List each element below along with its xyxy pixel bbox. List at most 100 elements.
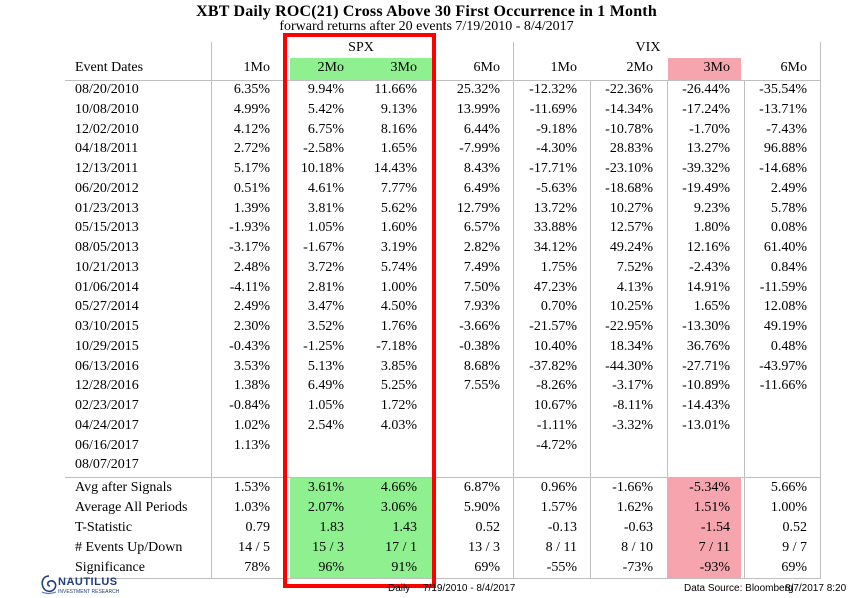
cell-spx-3mo: 91% <box>391 560 417 575</box>
cell-spx-6mo: 7.50% <box>463 279 500 295</box>
cell-spx-1mo: 1.39% <box>233 200 270 216</box>
cell-vix-2mo: 10.25% <box>609 299 653 315</box>
cell-vix-2mo: -18.68% <box>605 180 653 196</box>
vix-group-header: VIX <box>635 40 661 55</box>
cell-vix-6mo: 49.19% <box>763 319 807 334</box>
footer-daily: Daily <box>388 583 411 594</box>
cell-vix-6mo: 5.66% <box>770 480 807 495</box>
cell-spx-3mo: 3.19% <box>380 240 417 255</box>
event-date: 01/23/2013 <box>75 200 139 216</box>
cell-vix-2mo: 12.57% <box>609 220 653 236</box>
cell-vix-2mo: -23.10% <box>605 161 653 176</box>
cell-vix-2mo: -3.32% <box>612 417 653 433</box>
grid-line <box>211 42 212 578</box>
cell-spx-1mo: -0.84% <box>229 398 270 413</box>
cell-vix-1mo: 10.40% <box>533 338 577 354</box>
cell-spx-3mo: 14.43% <box>373 161 417 176</box>
cell-vix-1mo: -4.30% <box>536 141 577 157</box>
cell-spx-2mo: 10.18% <box>300 161 344 176</box>
cell-spx-2mo: 3.72% <box>307 259 344 275</box>
event-date: 12/02/2010 <box>75 121 139 137</box>
report-title: XBT Daily ROC(21) Cross Above 30 First O… <box>196 3 657 20</box>
cell-spx-6mo: 13 / 3 <box>468 540 500 555</box>
cell-vix-2mo: 10.27% <box>609 200 653 216</box>
cell-vix-6mo: 0.52 <box>782 520 808 535</box>
grid-line <box>65 80 821 81</box>
cell-spx-3mo: 1.43 <box>392 520 418 535</box>
footer-timestamp: 8/7/2017 8:20 <box>785 583 847 594</box>
event-date: 12/28/2016 <box>75 378 139 394</box>
col-header-event-dates: Event Dates <box>75 60 144 75</box>
cell-spx-6mo: 8.43% <box>463 161 500 176</box>
cell-spx-3mo: 1.76% <box>380 319 417 334</box>
cell-vix-6mo: 12.08% <box>763 299 807 315</box>
cell-spx-2mo: 2.54% <box>307 417 344 433</box>
cell-vix-2mo: 18.34% <box>609 338 653 354</box>
cell-spx-2mo: 6.49% <box>307 378 344 394</box>
cell-vix-3mo: -13.30% <box>682 319 730 334</box>
cell-spx-3mo: 5.62% <box>380 200 417 216</box>
cell-spx-1mo: 1.02% <box>233 417 270 433</box>
stat-label: Significance <box>75 560 145 575</box>
cell-vix-3mo: -10.89% <box>682 378 730 394</box>
cell-vix-1mo: -12.32% <box>529 82 577 97</box>
grid-line <box>513 42 514 578</box>
cell-spx-2mo: 6.75% <box>307 121 344 137</box>
cell-vix-6mo: -7.43% <box>766 121 807 137</box>
cell-vix-1mo: -0.13 <box>547 520 577 535</box>
cell-spx-2mo: 1.05% <box>307 398 344 413</box>
cell-spx-2mo: 9.94% <box>307 82 344 97</box>
cell-vix-3mo: -1.70% <box>689 121 730 137</box>
cell-spx-3mo: 7.77% <box>380 180 417 196</box>
cell-vix-1mo: 10.67% <box>533 398 577 413</box>
grid-line <box>820 42 821 578</box>
cell-vix-6mo: 0.84% <box>770 259 807 275</box>
cell-spx-3mo: 4.66% <box>380 480 417 495</box>
cell-spx-3mo: 3.85% <box>380 358 417 374</box>
cell-spx-6mo: 7.55% <box>463 378 500 394</box>
stat-label: Avg after Signals <box>75 480 172 495</box>
cell-spx-1mo: 1.13% <box>233 437 270 453</box>
cell-spx-1mo: -3.17% <box>229 240 270 255</box>
cell-spx-6mo: 13.99% <box>456 101 500 117</box>
cell-spx-1mo: 0.51% <box>233 180 270 196</box>
cell-spx-2mo: 3.47% <box>307 299 344 315</box>
cell-spx-3mo: -7.18% <box>376 338 417 354</box>
cell-spx-2mo: -1.25% <box>303 338 344 354</box>
cell-spx-3mo: 4.50% <box>380 299 417 315</box>
cell-spx-1mo: 14 / 5 <box>238 540 270 555</box>
cell-vix-3mo: -39.32% <box>682 161 730 176</box>
cell-vix-1mo: 1.75% <box>540 259 577 275</box>
event-date: 01/06/2014 <box>75 279 139 295</box>
event-date: 03/10/2015 <box>75 319 139 334</box>
cell-vix-1mo: -5.63% <box>536 180 577 196</box>
col-header-spx-1mo: 1Mo <box>243 60 270 75</box>
logo-subtitle: INVESTMENT RESEARCH <box>58 589 120 595</box>
cell-vix-2mo: -22.36% <box>605 82 653 97</box>
cell-spx-2mo: 4.61% <box>307 180 344 196</box>
cell-spx-1mo: -4.11% <box>229 279 270 295</box>
cell-spx-6mo: 8.68% <box>463 358 500 374</box>
cell-vix-2mo: 49.24% <box>609 240 653 255</box>
cell-spx-1mo: 1.03% <box>233 500 270 515</box>
logo-name: NAUTILUS <box>58 576 118 588</box>
grid-line <box>65 578 821 579</box>
cell-vix-1mo: -55% <box>546 560 577 575</box>
cell-spx-3mo: 11.66% <box>374 82 417 97</box>
cell-vix-6mo: -11.59% <box>759 279 807 295</box>
cell-spx-2mo: 2.07% <box>307 500 344 515</box>
spx-stats-highlight <box>290 477 432 578</box>
cell-vix-2mo: -10.78% <box>605 121 653 137</box>
cell-spx-3mo: 1.60% <box>380 220 417 236</box>
cell-vix-1mo: -4.72% <box>536 437 577 453</box>
cell-spx-1mo: 78% <box>244 560 270 575</box>
cell-vix-3mo: -13.01% <box>682 417 730 433</box>
grid-line <box>590 80 591 578</box>
cell-spx-2mo: 5.13% <box>307 358 344 374</box>
cell-spx-1mo: 1.53% <box>233 480 270 495</box>
spx-highlight-box <box>283 33 436 588</box>
col-header-spx-3mo: 3Mo <box>390 60 417 75</box>
stat-label: T-Statistic <box>75 520 133 535</box>
cell-spx-2mo: 96% <box>318 560 344 575</box>
cell-vix-3mo: -14.43% <box>682 398 730 413</box>
